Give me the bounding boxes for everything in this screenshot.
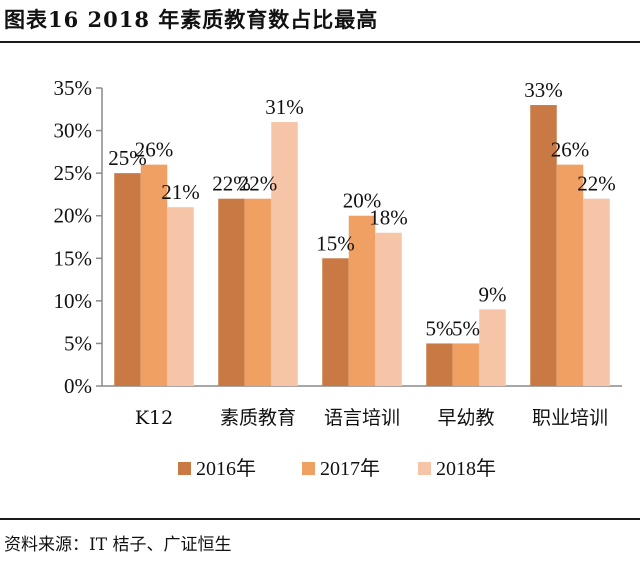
chart-data-labels: 25%26%21% 22%22%31%15%20%18%5%5%9%33%26%2… bbox=[108, 78, 616, 340]
data-label: 5% bbox=[426, 316, 454, 340]
chart-axes: 0% 5% 10% 15% 20% 25% 30% 35% bbox=[54, 76, 622, 398]
bar-2-3 bbox=[348, 215, 376, 386]
bottom-divider bbox=[0, 518, 640, 520]
x-category-label: 素质教育 bbox=[220, 407, 296, 429]
data-label: 22% bbox=[239, 172, 278, 196]
data-label: 5% bbox=[452, 316, 480, 340]
bar-3-2 bbox=[271, 122, 298, 387]
bar-1-2 bbox=[218, 198, 245, 386]
bar-1-1 bbox=[114, 173, 141, 386]
bar-1-5 bbox=[530, 105, 557, 387]
data-label: 18% bbox=[369, 206, 408, 230]
top-divider bbox=[0, 41, 640, 43]
y-tick-label: 0% bbox=[64, 374, 92, 398]
bar-1-3 bbox=[322, 258, 349, 386]
data-label: 15% bbox=[316, 231, 355, 255]
data-label: 21% bbox=[161, 180, 200, 204]
chart-category-labels: K12 素质教育 语言培训 早幼教 职业培训 bbox=[135, 407, 608, 429]
y-tick-label: 25% bbox=[54, 161, 93, 185]
bar-2-4 bbox=[452, 343, 480, 386]
legend-label: 2018年 bbox=[436, 457, 496, 480]
data-label: 22% bbox=[212, 172, 251, 196]
bar-chart: 0%5%10%15%20%25%30%35% 25%26%21% 22%22%31… bbox=[54, 76, 622, 480]
legend-label: 2017年 bbox=[320, 457, 380, 480]
chart-legend: 2016年 2017年 2018年 bbox=[178, 457, 496, 480]
y-tick-label: 10% bbox=[54, 289, 93, 313]
y-tick-label: 30% bbox=[54, 119, 93, 143]
y-tick-label: 35% bbox=[54, 76, 93, 100]
legend-swatch bbox=[302, 462, 315, 475]
data-label: 9% bbox=[479, 282, 507, 306]
bar-2-2 bbox=[244, 198, 272, 386]
bar-3-4 bbox=[479, 309, 506, 386]
source-note: 资料来源：IT 桔子、广证恒生 bbox=[4, 535, 232, 555]
data-label: 22% bbox=[577, 172, 616, 196]
bar-3-1 bbox=[167, 207, 194, 386]
data-label: 26% bbox=[551, 138, 590, 162]
bar-2-1 bbox=[140, 164, 168, 386]
data-label: 31% bbox=[265, 95, 304, 119]
chart-bars bbox=[114, 105, 610, 387]
legend-swatch bbox=[178, 462, 191, 475]
data-label: 20% bbox=[343, 189, 382, 213]
legend-swatch bbox=[418, 462, 431, 475]
bar-2-5 bbox=[556, 164, 584, 386]
data-label: 26% bbox=[135, 138, 174, 162]
x-category-label: 早幼教 bbox=[437, 407, 494, 429]
data-label: 25% bbox=[108, 146, 147, 170]
x-category-label: 职业培训 bbox=[532, 407, 608, 429]
x-category-label: K12 bbox=[135, 407, 173, 429]
x-category-label: 语言培训 bbox=[324, 407, 400, 429]
y-tick-label: 15% bbox=[54, 246, 93, 270]
bar-1-4 bbox=[426, 343, 453, 386]
bar-3-3 bbox=[375, 232, 402, 386]
data-label: 33% bbox=[524, 78, 563, 102]
y-tick-label: 5% bbox=[64, 331, 92, 355]
chart-title: 图表16 2018 年素质教育数占比最高 bbox=[4, 7, 379, 32]
bar-3-5 bbox=[583, 198, 610, 386]
y-tick-label: 20% bbox=[54, 204, 93, 228]
legend-label: 2016年 bbox=[196, 457, 256, 480]
